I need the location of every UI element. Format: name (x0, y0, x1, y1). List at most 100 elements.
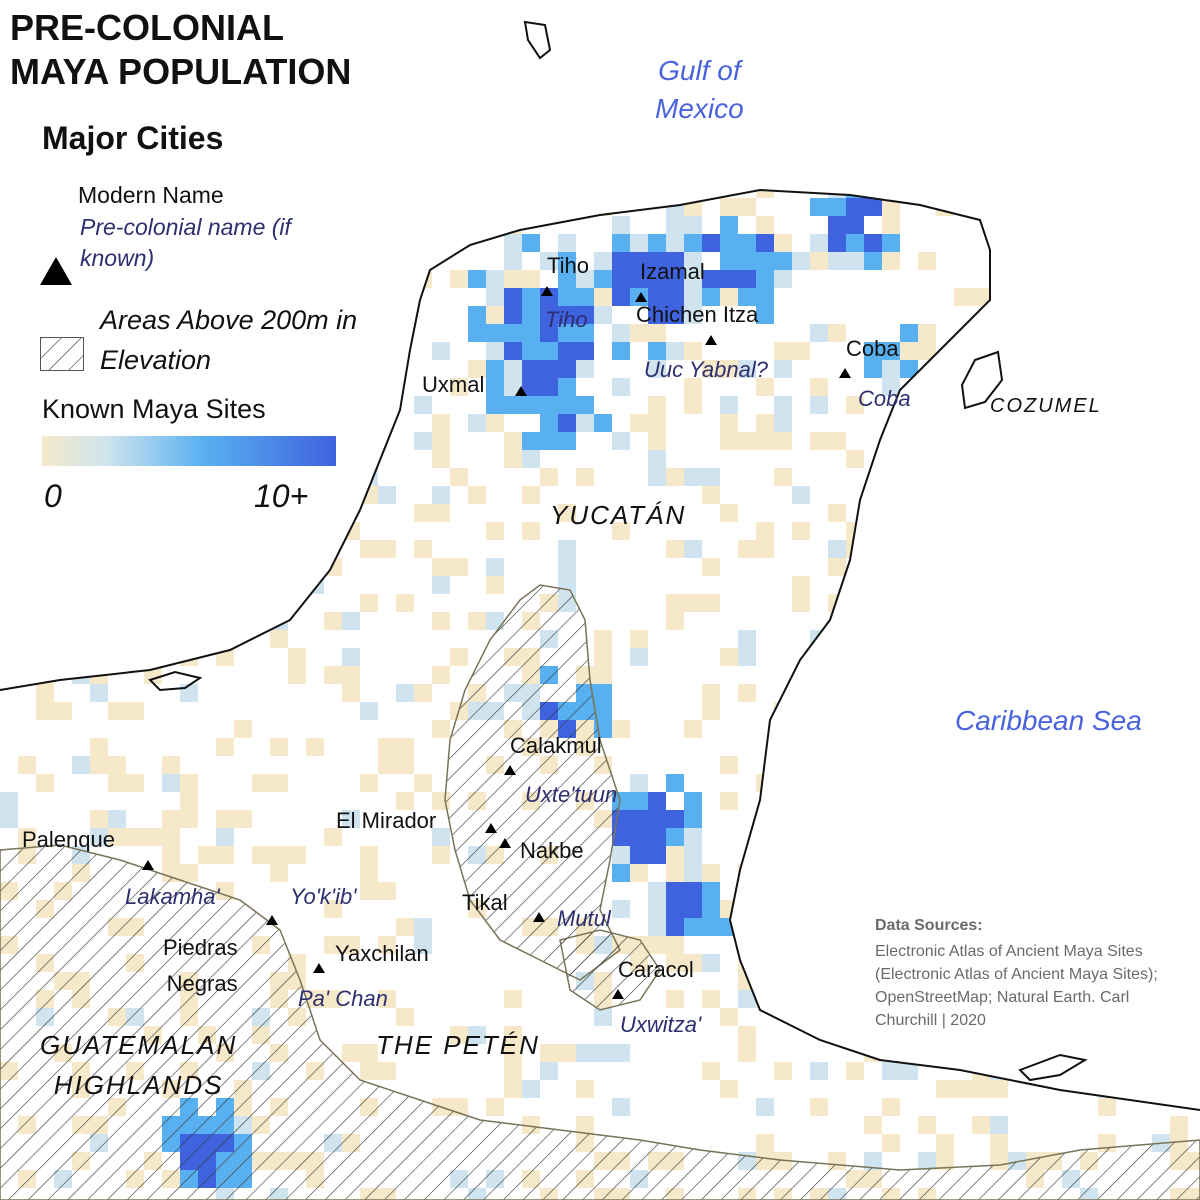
density-cell (828, 648, 846, 666)
density-cell (1170, 288, 1188, 306)
density-cell (864, 252, 882, 270)
density-cell (684, 540, 702, 558)
density-cell (990, 828, 1008, 846)
density-cell (828, 324, 846, 342)
density-cell (342, 432, 360, 450)
density-cell (1134, 486, 1152, 504)
density-cell (864, 342, 882, 360)
density-cell (72, 630, 90, 648)
density-cell (810, 792, 828, 810)
density-cell (1116, 396, 1134, 414)
density-cell (648, 918, 666, 936)
elevation-area-maya-mountains (559, 929, 661, 1011)
density-cell (846, 234, 864, 252)
density-cell (1008, 324, 1026, 342)
density-cell (414, 774, 432, 792)
density-cell (756, 1134, 774, 1152)
density-cell (252, 576, 270, 594)
density-cell (702, 234, 720, 252)
density-cell (864, 522, 882, 540)
density-cell (936, 450, 954, 468)
density-cell (648, 414, 666, 432)
density-cell (810, 252, 828, 270)
density-cell (0, 324, 18, 342)
density-cell (774, 414, 792, 432)
density-cell (648, 234, 666, 252)
density-cell (144, 486, 162, 504)
density-cell (774, 396, 792, 414)
density-cell (1098, 558, 1116, 576)
density-cell (378, 756, 396, 774)
density-cell (936, 702, 954, 720)
density-cell (504, 324, 522, 342)
density-cell (648, 288, 666, 306)
density-cell (666, 216, 684, 234)
city-precolonial-coba: Coba (858, 386, 911, 411)
density-cell (540, 342, 558, 360)
density-cell (342, 1044, 360, 1062)
density-cell (504, 1062, 522, 1080)
legend-scale-min: 0 (44, 478, 62, 514)
density-cell (846, 1062, 864, 1080)
density-cell (306, 414, 324, 432)
density-cell (828, 540, 846, 558)
density-cell (774, 468, 792, 486)
density-cell (54, 702, 72, 720)
density-cell (162, 774, 180, 792)
density-cell (954, 630, 972, 648)
density-cell (486, 306, 504, 324)
density-cell (414, 504, 432, 522)
density-cell (630, 252, 648, 270)
density-cell (342, 810, 360, 828)
density-cell (324, 936, 342, 954)
density-cell (468, 270, 486, 288)
density-cell (648, 792, 666, 810)
density-cell (1152, 198, 1170, 216)
density-cell (360, 1044, 378, 1062)
density-cell (918, 756, 936, 774)
density-cell (432, 558, 450, 576)
density-cell (864, 612, 882, 630)
density-cell (648, 828, 666, 846)
density-cell (702, 1062, 720, 1080)
density-cell (738, 360, 756, 378)
density-cell (450, 468, 468, 486)
density-cell (828, 1026, 846, 1044)
density-cell (738, 1044, 756, 1062)
density-cell (378, 486, 396, 504)
density-cell (1008, 190, 1026, 198)
density-cell (1008, 504, 1026, 522)
density-cell (738, 684, 756, 702)
label-yucatan: YUCATÁN (550, 500, 687, 530)
density-cell (864, 720, 882, 738)
density-cell (1044, 306, 1062, 324)
density-cell (1134, 198, 1152, 216)
density-cell (1152, 288, 1170, 306)
density-cell (378, 738, 396, 756)
density-cell (684, 846, 702, 864)
density-cell (936, 1152, 954, 1170)
density-cell (648, 450, 666, 468)
density-cell (630, 414, 648, 432)
density-cell (558, 234, 576, 252)
density-cell (1188, 1062, 1200, 1080)
density-cell (630, 792, 648, 810)
density-cell (882, 1134, 900, 1152)
density-cell (540, 324, 558, 342)
density-cell (720, 360, 738, 378)
density-cell (90, 828, 108, 846)
density-cell (936, 684, 954, 702)
density-cell (1044, 900, 1062, 918)
density-cell (486, 558, 504, 576)
density-cell (882, 234, 900, 252)
density-cell (1134, 774, 1152, 792)
density-cell (900, 774, 918, 792)
density-cell (378, 936, 396, 954)
density-cell (72, 522, 90, 540)
density-cell (846, 396, 864, 414)
density-cell (1026, 522, 1044, 540)
density-cell (558, 288, 576, 306)
density-cell (918, 378, 936, 396)
density-cell (324, 828, 342, 846)
